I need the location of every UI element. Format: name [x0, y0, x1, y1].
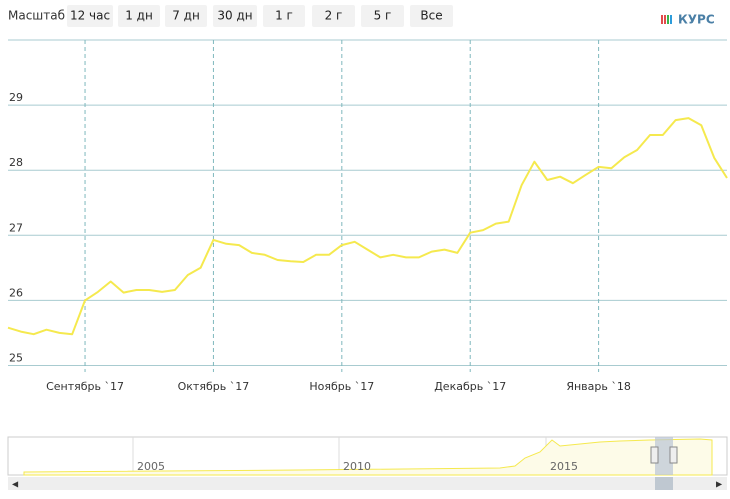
x-tick-label: Ноябрь `17	[309, 380, 374, 393]
nav-handle[interactable]	[669, 446, 678, 464]
nav-label: 2005	[137, 460, 165, 473]
button-bg[interactable]	[118, 5, 160, 27]
y-tick-label: 29	[9, 91, 23, 104]
nav-handle[interactable]	[650, 446, 659, 464]
range-button[interactable]: 30 дн	[213, 5, 257, 27]
range-button[interactable]: 2 г	[312, 5, 355, 27]
x-tick-label: Октябрь `17	[178, 380, 250, 393]
range-button[interactable]: 12 час	[67, 5, 113, 27]
button-bg[interactable]	[361, 5, 404, 27]
nav-label: 2010	[343, 460, 371, 473]
y-tick-label: 28	[9, 156, 23, 169]
nav-selection[interactable]	[655, 437, 673, 475]
button-label[interactable]: 30 дн	[217, 9, 252, 23]
logo: КУРС	[661, 13, 715, 27]
x-tick-label: Декабрь `17	[434, 380, 506, 393]
button-bg[interactable]	[312, 5, 355, 27]
range-button[interactable]: 7 дн	[165, 5, 207, 27]
nav-label: 2015	[550, 460, 578, 473]
nav-area	[23, 438, 713, 476]
logo-text: КУРС	[678, 13, 715, 27]
range-button[interactable]: 1 г	[263, 5, 305, 27]
x-tick-label: Январь `18	[566, 380, 631, 393]
y-tick-label: 27	[9, 221, 23, 234]
button-bg[interactable]	[67, 5, 113, 27]
range-button[interactable]: 5 г	[361, 5, 404, 27]
x-tick-label: Сентябрь `17	[46, 380, 124, 393]
button-bg[interactable]	[165, 5, 207, 27]
y-tick-label: 25	[9, 351, 23, 364]
range-label: Масштаб	[8, 9, 65, 23]
button-bg[interactable]	[410, 5, 453, 27]
button-label[interactable]: 5 г	[374, 9, 392, 23]
scrollbar-thumb[interactable]	[655, 477, 673, 490]
button-bg[interactable]	[263, 5, 305, 27]
button-label[interactable]: 2 г	[325, 9, 343, 23]
range-button[interactable]: 1 дн	[118, 5, 160, 27]
scroll-right[interactable]: ▶	[716, 480, 723, 489]
scroll-left[interactable]: ◀	[12, 480, 19, 489]
line	[7, 117, 728, 336]
button-label[interactable]: 1 дн	[125, 9, 153, 23]
button-label[interactable]: 12 час	[70, 9, 110, 23]
button-bg[interactable]	[213, 5, 257, 27]
button-label[interactable]: Все	[420, 9, 442, 23]
button-label[interactable]: 1 г	[275, 9, 293, 23]
y-tick-label: 26	[9, 286, 23, 299]
button-label[interactable]: 7 дн	[172, 9, 200, 23]
range-button[interactable]: Все	[410, 5, 453, 27]
scrollbar[interactable]	[8, 477, 727, 490]
